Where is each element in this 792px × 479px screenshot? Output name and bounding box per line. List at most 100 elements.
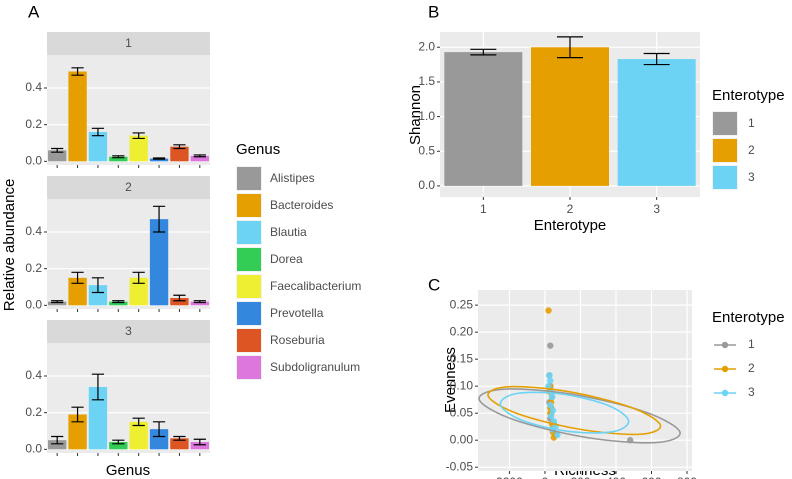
bar xyxy=(48,301,67,306)
error-bar xyxy=(470,48,497,56)
legend-title: Enterotype xyxy=(712,309,785,326)
bar xyxy=(68,277,87,306)
legend-title: Genus xyxy=(236,141,280,158)
legend-swatch xyxy=(237,221,261,244)
bar xyxy=(88,285,108,306)
y-tick-label: 0.0 xyxy=(25,442,42,456)
legend-label: 1 xyxy=(748,337,755,351)
error-bar xyxy=(173,435,186,441)
error-bar xyxy=(51,300,64,304)
y-tick-label: 0.25 xyxy=(450,297,474,311)
bar xyxy=(48,150,67,162)
legend-swatch xyxy=(237,275,261,298)
error-bar xyxy=(193,154,206,158)
legend-label: 2 xyxy=(748,361,755,375)
y-tick-label: 0.4 xyxy=(25,224,42,238)
facet-label: 2 xyxy=(125,180,132,194)
bar xyxy=(149,219,169,306)
x-tick-label: 2 xyxy=(567,202,574,216)
error-bar xyxy=(193,300,206,304)
bar xyxy=(68,414,87,450)
bar xyxy=(88,132,108,162)
legend-swatch xyxy=(237,248,261,271)
point xyxy=(548,393,556,401)
legend-swatch xyxy=(237,356,261,379)
error-bar xyxy=(557,36,583,59)
bar xyxy=(444,52,523,186)
bar xyxy=(149,158,169,162)
legend-label: 1 xyxy=(748,116,755,130)
bar xyxy=(149,429,169,450)
bar xyxy=(109,442,128,450)
legend-title: Enterotype xyxy=(712,87,785,104)
legend-swatch xyxy=(713,139,737,162)
bar xyxy=(170,298,189,306)
legend-label: 2 xyxy=(748,143,755,157)
bar xyxy=(129,421,148,450)
bar xyxy=(109,301,128,306)
facet-label: 1 xyxy=(125,36,132,50)
y-tick-label: 0.2 xyxy=(25,117,42,131)
facet-strip xyxy=(47,176,210,199)
point xyxy=(546,372,553,379)
legend-label: Bacteroides xyxy=(270,198,333,212)
bar xyxy=(617,59,696,186)
y-tick-label: 0.0 xyxy=(25,154,42,168)
legend-label: 3 xyxy=(748,170,755,184)
point xyxy=(545,307,552,314)
y-axis-label: Relative abundance xyxy=(1,179,18,312)
legend-label: Blautia xyxy=(270,225,307,239)
error-bar xyxy=(132,271,145,284)
x-tick-label: 0 xyxy=(542,475,549,479)
y-tick-label: 2.0 xyxy=(418,39,435,53)
error-bar xyxy=(173,294,186,302)
legend-label: Alistipes xyxy=(270,171,315,185)
error-bar xyxy=(71,406,84,423)
error-bar xyxy=(91,277,105,294)
y-tick-label: 0.20 xyxy=(450,324,474,338)
legend-label: Prevotella xyxy=(270,306,324,320)
legend-swatch xyxy=(237,329,261,352)
bar xyxy=(190,301,209,306)
legend-swatch xyxy=(237,167,261,190)
ellipse xyxy=(487,385,662,436)
point xyxy=(550,418,558,425)
point xyxy=(547,401,554,409)
error-bar xyxy=(112,300,125,304)
error-bar xyxy=(112,439,125,445)
x-tick-label: 400 xyxy=(606,475,626,479)
bar xyxy=(129,277,148,306)
y-tick-label: 1.0 xyxy=(418,109,435,123)
error-bar xyxy=(132,417,145,427)
error-bar xyxy=(112,155,125,159)
legend-swatch xyxy=(237,194,261,217)
error-bar xyxy=(71,271,84,284)
y-tick-label: 0.5 xyxy=(418,143,435,157)
error-bar xyxy=(91,127,105,137)
bar xyxy=(170,146,189,162)
y-tick-label: 0.2 xyxy=(25,261,42,275)
y-tick-label: 0.10 xyxy=(450,378,474,392)
legend-label: Roseburia xyxy=(270,333,325,347)
error-bar xyxy=(71,67,84,76)
error-bar xyxy=(193,438,206,446)
error-bar xyxy=(132,132,145,140)
legend-dot xyxy=(721,365,729,373)
error-bar xyxy=(173,144,186,150)
y-tick-label: 1.5 xyxy=(418,74,435,88)
x-tick-label: 3 xyxy=(653,202,660,216)
error-bar xyxy=(51,147,64,153)
y-tick-label: 0.4 xyxy=(25,80,42,94)
legend-swatch xyxy=(713,112,737,135)
bar xyxy=(68,71,87,162)
panel-label: C xyxy=(428,275,440,294)
legend-label: Faecalibacterium xyxy=(270,279,361,293)
error-bar xyxy=(152,205,166,233)
legend-swatch xyxy=(237,302,261,325)
plot-background xyxy=(478,290,692,471)
y-tick-label: 0.4 xyxy=(25,368,42,382)
point xyxy=(554,431,561,438)
legend-dot xyxy=(721,389,729,397)
point xyxy=(547,342,554,349)
